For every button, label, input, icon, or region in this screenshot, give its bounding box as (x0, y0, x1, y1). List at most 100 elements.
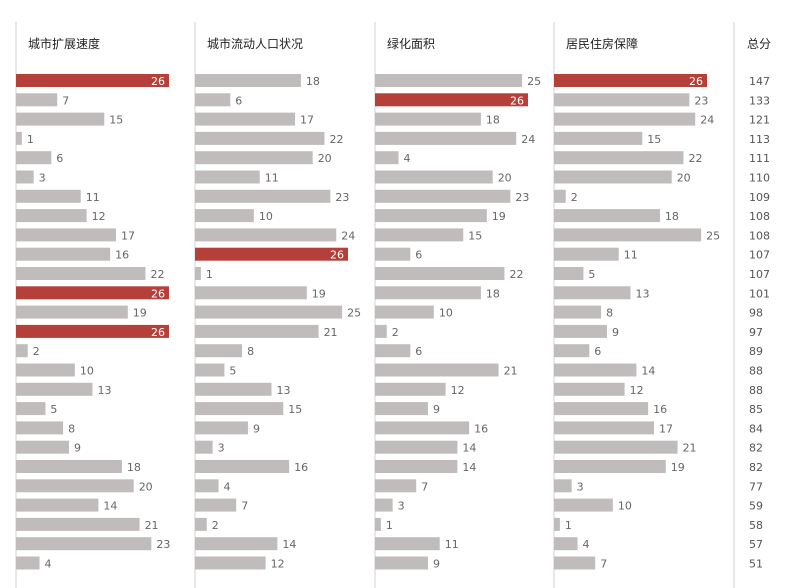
bar-value-label: 12 (92, 210, 106, 223)
bar-housing (554, 305, 602, 319)
bar-housing (554, 421, 655, 435)
bar-migrant (195, 363, 225, 377)
total-value: 82 (749, 442, 763, 455)
bar-value-label: 18 (665, 210, 679, 223)
bar-housing (554, 151, 684, 165)
total-value: 82 (749, 461, 763, 474)
total-value: 107 (749, 268, 770, 281)
bar-expansion (16, 440, 69, 454)
bar-migrant (195, 517, 207, 531)
total-value: 111 (749, 152, 770, 165)
total-value: 110 (749, 172, 770, 185)
bar-green (375, 363, 499, 377)
bar-value-label: 8 (606, 307, 613, 320)
bar-migrant (195, 267, 201, 280)
bar-value-label: 15 (647, 133, 661, 146)
bar-migrant (195, 440, 213, 454)
bar-value-label: 2 (392, 326, 399, 339)
total-values: 147 133 121 113 111 110 109 108 108 107 107 101 98 97… (749, 75, 770, 571)
bar-housing (554, 363, 637, 377)
bar-value-label: 21 (504, 365, 518, 378)
bar-value-label: 11 (624, 249, 638, 262)
bar-value-label: 20 (139, 480, 153, 493)
bar-value-label: 23 (694, 94, 708, 107)
bar-green (375, 93, 528, 107)
bar-value-label: 26 (330, 249, 344, 262)
bar-green (375, 74, 523, 87)
bar-value-label: 6 (415, 249, 422, 262)
bar-value-label: 18 (127, 461, 141, 474)
bar-expansion (16, 151, 52, 165)
bar-green (375, 440, 458, 454)
bar-value-label: 17 (121, 229, 135, 242)
bar-green (375, 460, 458, 473)
bar-value-label: 11 (86, 191, 100, 204)
bar-value-label: 26 (151, 75, 165, 88)
bar-value-label: 6 (415, 345, 422, 358)
total-value: 147 (749, 75, 770, 88)
total-value: 89 (749, 345, 763, 358)
bar-green (375, 267, 505, 280)
bar-expansion (16, 247, 111, 261)
bar-migrant (195, 93, 231, 107)
bar-value-label: 25 (706, 229, 720, 242)
bar-green (375, 209, 487, 223)
bar-expansion (16, 112, 105, 126)
bar-migrant (195, 556, 266, 570)
bar-value-label: 9 (253, 422, 260, 435)
header-migrant: 城市流动人口状况 (207, 36, 303, 51)
bar-expansion (16, 498, 99, 512)
bar-migrant (195, 286, 307, 300)
bar-value-label: 12 (630, 384, 644, 397)
total-value: 121 (749, 114, 770, 127)
bar-value-label: 9 (433, 558, 440, 571)
bar-value-label: 16 (474, 422, 488, 435)
bar-value-label: 18 (486, 114, 500, 127)
bar-value-label: 14 (462, 461, 476, 474)
bar-value-label: 4 (224, 480, 231, 493)
bar-green (375, 189, 511, 203)
total-value: 84 (749, 422, 763, 435)
bar-value-label: 23 (335, 191, 349, 204)
bar-value-label: 11 (265, 172, 279, 185)
bar-value-label: 25 (527, 75, 541, 88)
bar-value-label: 5 (588, 268, 595, 281)
bar-expansion (16, 324, 169, 338)
total-value: 108 (749, 210, 770, 223)
bar-value-label: 4 (583, 538, 590, 551)
total-value: 88 (749, 384, 763, 397)
bar-value-label: 12 (271, 558, 285, 571)
bar-migrant (195, 209, 254, 223)
bar-housing (554, 131, 643, 145)
bar-value-label: 24 (521, 133, 535, 146)
bar-housing (554, 324, 607, 338)
bar-expansion (16, 363, 75, 377)
bar-value-label: 21 (145, 519, 159, 532)
bar-housing (554, 402, 649, 416)
bar-value-label: 16 (115, 249, 129, 262)
total-value: 85 (749, 403, 763, 416)
bar-value-label: 20 (498, 172, 512, 185)
bar-expansion (16, 517, 140, 531)
bar-value-label: 26 (151, 287, 165, 300)
bar-value-label: 5 (229, 365, 236, 378)
bar-housing (554, 267, 584, 280)
bar-value-label: 23 (515, 191, 529, 204)
bar-value-label: 2 (212, 519, 219, 532)
bar-value-label: 7 (600, 558, 607, 571)
bar-value-label: 1 (206, 268, 213, 281)
bar-housing (554, 556, 596, 570)
bar-value-label: 15 (288, 403, 302, 416)
bar-value-label: 22 (688, 152, 702, 165)
bar-value-label: 9 (612, 326, 619, 339)
bar-green (375, 112, 481, 126)
column-headers: 城市扩展速度 城市流动人口状况 绿化面积 居民住房保障 总分 (28, 36, 771, 51)
bar-value-label: 14 (641, 365, 655, 378)
bar-value-label: 3 (218, 442, 225, 455)
bar-green (375, 537, 440, 551)
bar-migrant (195, 402, 284, 416)
bar-migrant (195, 151, 313, 165)
bar-expansion (16, 460, 122, 473)
